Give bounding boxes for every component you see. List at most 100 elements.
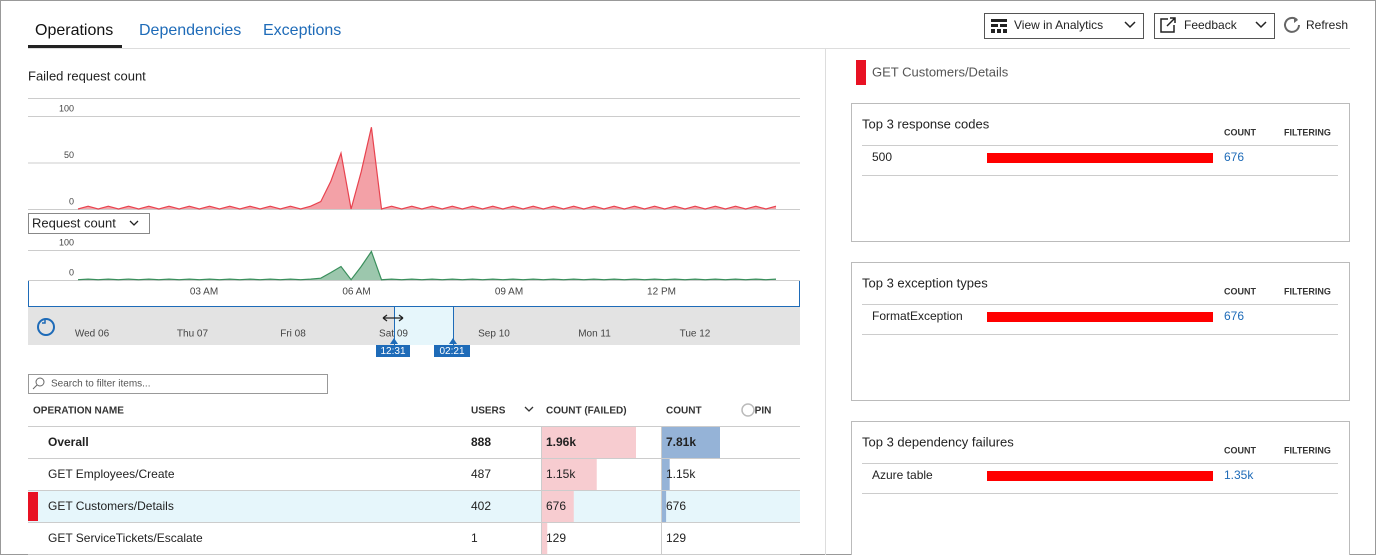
card-row-name: 500 — [872, 150, 892, 164]
failed-bar — [541, 427, 636, 458]
time-axis-box — [28, 280, 800, 307]
y-tick-label: 100 — [59, 237, 74, 247]
timeline-label: Wed 06 — [75, 329, 110, 340]
operation-name[interactable]: GET ServiceTickets/Escalate — [48, 531, 203, 545]
sort-chevron — [524, 406, 534, 412]
card — [851, 262, 1350, 401]
metric-label[interactable]: Request count — [32, 215, 116, 230]
chart-title: Failed request count — [28, 68, 146, 83]
card-count[interactable]: 676 — [1224, 150, 1244, 164]
users: 1 — [471, 531, 478, 545]
card-row-name: Azure table — [872, 468, 933, 482]
column-header[interactable]: COUNT — [666, 406, 702, 417]
reset-zoom-icon[interactable] — [37, 318, 55, 336]
feedback-label: Feedback — [1184, 18, 1238, 32]
card-title: Top 3 dependency failures — [862, 434, 1014, 449]
start-time: 12:31 — [380, 346, 405, 357]
column-header[interactable]: USERS — [471, 406, 506, 417]
tab[interactable]: Exceptions — [263, 22, 341, 39]
card-title: Top 3 response codes — [862, 116, 990, 131]
count: 129 — [666, 531, 686, 545]
line — [77, 127, 777, 210]
resize-cursor — [382, 314, 404, 322]
pin-icon — [741, 403, 755, 417]
users: 888 — [471, 435, 491, 449]
users: 402 — [471, 499, 491, 513]
x-tick-label: 06 AM — [342, 287, 370, 298]
chevron — [1124, 21, 1136, 29]
x-tick-label: 12 PM — [647, 287, 676, 298]
column-header[interactable]: PIN — [755, 406, 772, 417]
card — [851, 421, 1350, 555]
count: 676 — [666, 499, 686, 513]
card-header: COUNT — [1224, 445, 1256, 455]
card-bar — [987, 153, 1213, 163]
timeline-label: Sep 10 — [478, 329, 510, 340]
analytics-button[interactable] — [984, 13, 1144, 39]
y-tick-label: 50 — [64, 150, 74, 160]
failed-count: 1.96k — [546, 435, 576, 449]
tab[interactable]: Operations — [35, 22, 113, 39]
failed-bar — [541, 459, 597, 490]
start-marker[interactable] — [376, 345, 410, 357]
count-bar — [661, 459, 670, 490]
timeline-label: Mon 11 — [578, 329, 611, 340]
tab-underline — [28, 45, 122, 48]
failed-count: 129 — [546, 531, 566, 545]
y-tick-label: 100 — [59, 103, 74, 113]
card-header: COUNT — [1224, 286, 1256, 296]
metric-dropdown[interactable] — [28, 213, 150, 234]
y-tick-label: 0 — [69, 267, 74, 277]
column-header[interactable]: OPERATION NAME — [33, 406, 124, 417]
card-header: FILTERING — [1284, 286, 1331, 296]
timeline-selection[interactable] — [394, 307, 453, 345]
failed-count: 676 — [546, 499, 566, 513]
operation-name[interactable]: GET Employees/Create — [48, 467, 175, 481]
chevron — [1255, 21, 1267, 29]
card-count[interactable]: 676 — [1224, 309, 1244, 323]
selected-tag — [856, 60, 866, 85]
failed-bar — [541, 523, 548, 554]
timeline-label: Tue 12 — [680, 329, 711, 340]
operation-name[interactable]: GET Customers/Details — [48, 499, 174, 513]
card-bar — [987, 312, 1213, 322]
failed-count: 1.15k — [546, 467, 576, 481]
y-tick-label: 0 — [69, 196, 74, 206]
card-title: Top 3 exception types — [862, 275, 988, 290]
handle-arrows — [390, 338, 457, 344]
card-header: COUNT — [1224, 127, 1256, 137]
analytics-label: View in Analytics — [1014, 18, 1103, 32]
search-icon — [35, 377, 45, 387]
card-row-name: FormatException — [872, 309, 963, 323]
failed-bar — [541, 491, 574, 522]
card-header: FILTERING — [1284, 445, 1331, 455]
x-tick-label: 09 AM — [495, 287, 523, 298]
external-icon — [1160, 17, 1176, 33]
end-time: 02:21 — [439, 346, 464, 357]
search-icon-handle — [32, 384, 38, 390]
count: 7.81k — [666, 435, 696, 449]
count-bar — [661, 491, 667, 522]
card-bar — [987, 471, 1213, 481]
column-header[interactable]: COUNT (FAILED) — [546, 406, 627, 417]
card — [851, 103, 1350, 242]
line — [77, 250, 777, 281]
end-marker[interactable] — [434, 345, 470, 357]
x-tick-label: 03 AM — [190, 287, 218, 298]
refresh-label[interactable]: Refresh — [1306, 18, 1348, 32]
reset-arrow — [42, 320, 46, 324]
count-bar — [661, 427, 720, 458]
search-placeholder: Search to filter items... — [51, 379, 150, 390]
refresh-icon[interactable] — [1284, 16, 1300, 33]
operation-name[interactable]: Overall — [48, 435, 89, 449]
card-header: FILTERING — [1284, 127, 1331, 137]
refresh-arrow — [1294, 17, 1298, 23]
timeline-label: Fri 08 — [280, 329, 306, 340]
grid-icon — [991, 19, 1007, 33]
tab[interactable]: Dependencies — [139, 22, 241, 39]
row-marker — [28, 492, 38, 521]
card-count[interactable]: 1.35k — [1224, 468, 1254, 482]
search-box[interactable] — [28, 374, 328, 394]
row-highlight — [28, 491, 800, 522]
